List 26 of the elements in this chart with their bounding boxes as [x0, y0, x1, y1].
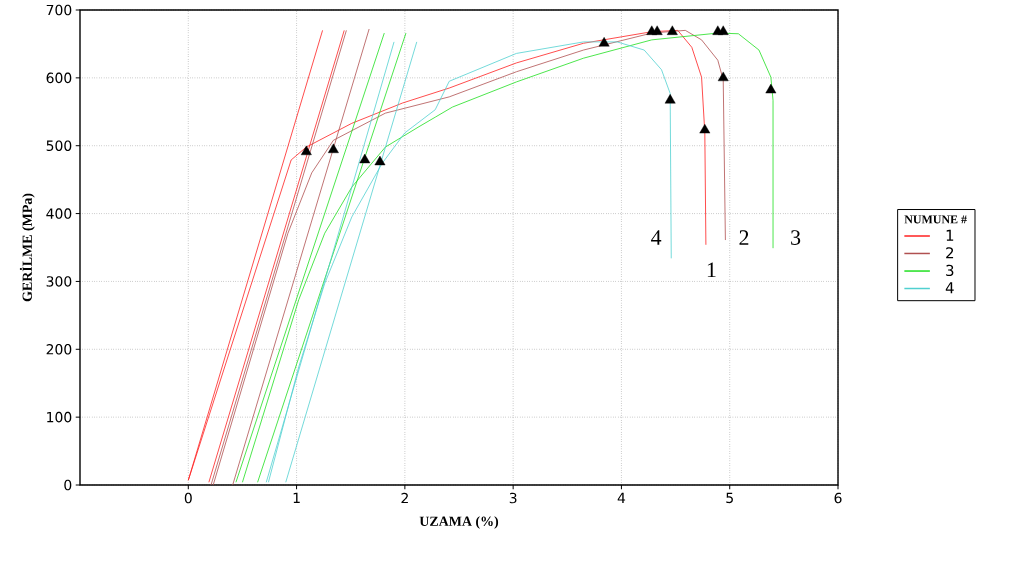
annotation: 4 — [651, 230, 662, 245]
legend-label: 2 — [946, 247, 954, 259]
legend-label: 1 — [946, 229, 954, 241]
y-tick-label: 700 — [46, 4, 72, 16]
y-tick-label: 0 — [64, 479, 72, 491]
legend-label: 3 — [946, 264, 954, 277]
y-tick-label: 600 — [46, 72, 72, 84]
legend-label: 4 — [945, 282, 954, 294]
legend-title: NUMUNE # — [904, 215, 967, 224]
x-tick-label: 2 — [401, 492, 408, 504]
x-tick-label: 4 — [617, 492, 626, 503]
y-axis-title: GERİLME (MPa) — [19, 193, 35, 302]
y-tick-label: 100 — [47, 411, 72, 423]
x-tick-label: 6 — [834, 492, 842, 504]
y-tick-label: 300 — [46, 276, 72, 287]
x-tick-label: 5 — [726, 492, 733, 504]
annotation: 2 — [739, 230, 749, 245]
annotation: 1 — [707, 262, 716, 278]
x-tick-label: 1 — [293, 492, 300, 503]
annotation: 3 — [791, 230, 801, 245]
y-tick-label: 500 — [46, 140, 72, 151]
x-axis-title: UZAMA (%) — [419, 516, 499, 529]
y-tick-label: 400 — [46, 208, 72, 219]
x-tick-label: 0 — [184, 492, 192, 504]
x-tick-label: 3 — [509, 492, 517, 504]
y-tick-label: 200 — [46, 344, 72, 355]
